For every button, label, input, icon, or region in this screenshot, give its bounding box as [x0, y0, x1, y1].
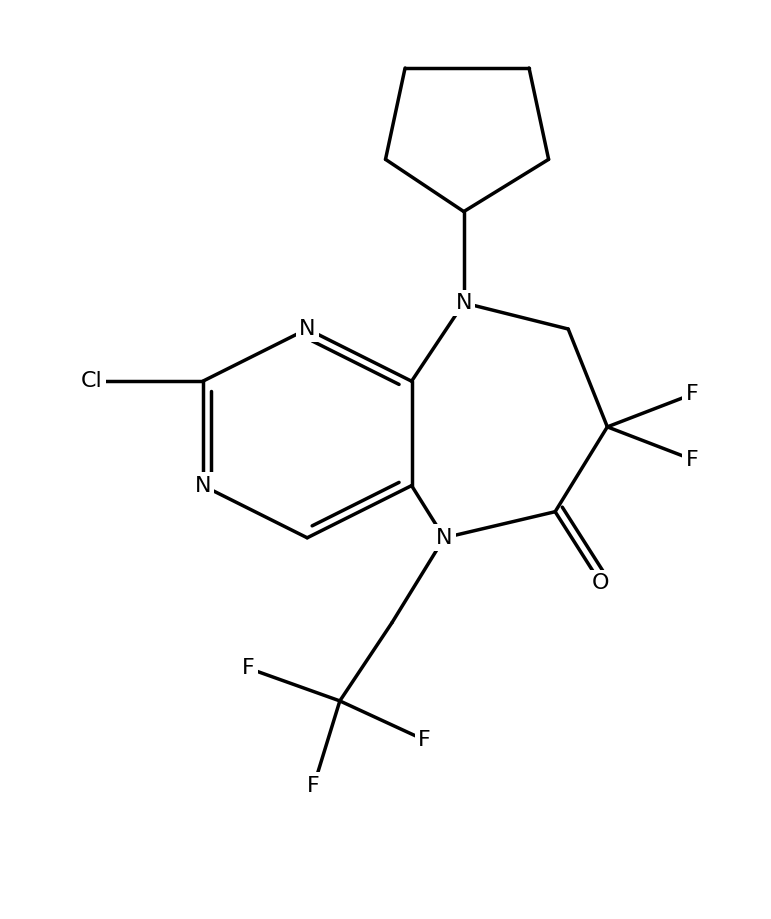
Text: N: N [436, 528, 453, 548]
Text: Cl: Cl [81, 371, 103, 391]
Text: N: N [299, 319, 315, 339]
Text: F: F [419, 730, 431, 750]
Text: F: F [685, 449, 699, 470]
Text: F: F [308, 776, 320, 796]
Text: F: F [685, 384, 699, 404]
Text: N: N [456, 293, 472, 312]
Text: O: O [592, 573, 610, 594]
Text: F: F [242, 658, 255, 678]
Text: N: N [194, 476, 211, 495]
